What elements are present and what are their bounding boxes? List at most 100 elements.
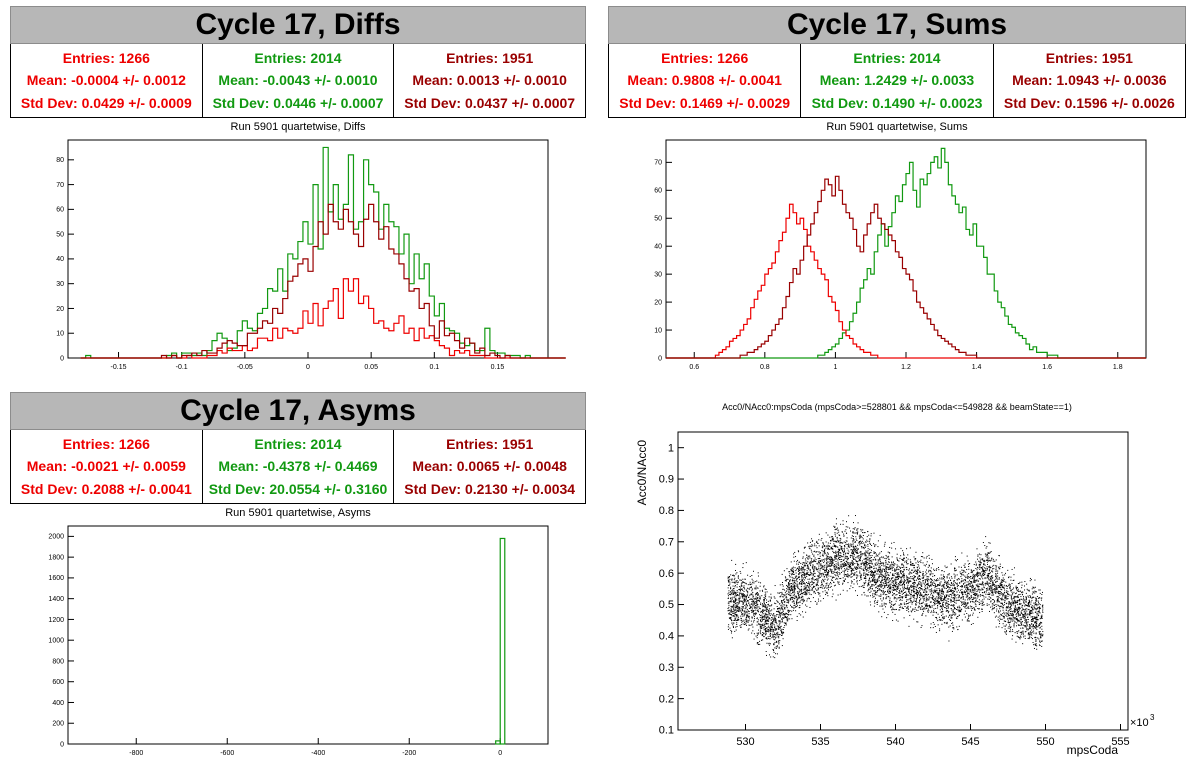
scatter-point	[925, 604, 927, 606]
scatter-point	[1015, 588, 1017, 590]
scatter-point	[980, 589, 982, 591]
scatter-point	[847, 553, 849, 555]
scatter-point	[941, 577, 943, 579]
scatter-point	[771, 622, 773, 624]
scatter-point	[1039, 607, 1041, 609]
scatter-point	[981, 558, 983, 560]
scatter-point	[836, 537, 838, 539]
scatter-point	[825, 541, 827, 543]
plot-frame	[67, 139, 549, 359]
scatter-point	[870, 549, 872, 551]
scatter-point	[848, 543, 850, 545]
scatter-point	[758, 600, 760, 602]
scatter-point	[899, 595, 901, 597]
scatter-point	[995, 615, 997, 617]
scatter-point	[737, 603, 739, 605]
scatter-point	[1007, 591, 1009, 593]
y-tick-label: 0.6	[659, 568, 674, 580]
scatter-point	[744, 623, 746, 625]
scatter-point	[772, 623, 774, 625]
scatter-point	[968, 607, 970, 609]
scatter-point	[884, 571, 886, 573]
scatter-point	[900, 580, 902, 582]
scatter-point	[852, 569, 854, 571]
scatter-point	[835, 540, 837, 542]
scatter-point	[770, 625, 772, 627]
scatter-point	[902, 597, 904, 599]
scatter-point	[899, 576, 901, 578]
scatter-point	[790, 586, 792, 588]
scatter-point	[843, 559, 845, 561]
scatter-point	[741, 619, 743, 621]
scatter-point	[1000, 585, 1002, 587]
scatter-point	[898, 575, 900, 577]
scatter-point	[800, 589, 802, 591]
scatter-point	[917, 573, 919, 575]
scatter-point	[962, 571, 964, 573]
scatter-point	[943, 585, 945, 587]
scatter-point	[991, 594, 993, 596]
scatter-point	[783, 594, 785, 596]
scatter-point	[865, 575, 867, 577]
scatter-point	[969, 576, 971, 578]
scatter-point	[846, 574, 848, 576]
scatter-point	[819, 563, 821, 565]
scatter-point	[853, 558, 855, 560]
scatter-point	[902, 586, 904, 588]
scatter-point	[916, 590, 918, 592]
scatter-point	[958, 566, 960, 568]
scatter-point	[888, 586, 890, 588]
scatter-point	[963, 613, 965, 615]
scatter-point	[736, 586, 738, 588]
scatter-point	[909, 573, 911, 575]
scatter-point	[941, 623, 943, 625]
scatter-point	[1020, 618, 1022, 620]
scatter-point	[946, 621, 948, 623]
scatter-point	[912, 608, 914, 610]
scatter-point	[730, 608, 732, 610]
scatter-point	[947, 584, 949, 586]
scatter-point	[875, 570, 877, 572]
scatter-point	[778, 637, 780, 639]
scatter-point	[734, 582, 736, 584]
scatter-point	[865, 569, 867, 571]
scatter-point	[860, 566, 862, 568]
scatter-point	[1041, 614, 1043, 616]
scatter-point	[1028, 589, 1030, 591]
scatter-point	[902, 571, 904, 573]
scatter-point	[963, 571, 965, 573]
scatter-point	[827, 534, 829, 536]
scatter-point	[914, 585, 916, 587]
scatter-point	[867, 568, 869, 570]
scatter-point	[921, 584, 923, 586]
scatter-point	[990, 586, 992, 588]
scatter-point	[910, 578, 912, 580]
scatter-point	[1004, 595, 1006, 597]
scatter-point	[981, 594, 983, 596]
scatter-point	[773, 638, 775, 640]
scatter-point	[933, 608, 935, 610]
scatter-point	[953, 584, 955, 586]
scatter-point	[884, 579, 886, 581]
scatter-point	[1002, 566, 1004, 568]
scatter-point	[926, 603, 928, 605]
scatter-point	[1035, 607, 1037, 609]
scatter-point	[1042, 608, 1044, 610]
scatter-point	[857, 522, 859, 524]
scatter-point	[855, 536, 857, 538]
scatter-point	[884, 565, 886, 567]
scatter-point	[1017, 619, 1019, 621]
scatter-point	[1037, 607, 1039, 609]
scatter-point	[958, 609, 960, 611]
scatter-point	[1014, 607, 1016, 609]
asyms-subtitle: Run 5901 quartetwise, Asyms	[225, 507, 371, 519]
scatter-point	[839, 558, 841, 560]
scatter-point	[922, 562, 924, 564]
scatter-point	[930, 607, 932, 609]
scatter-point	[895, 589, 897, 591]
scatter-point	[860, 575, 862, 577]
scatter-point	[805, 611, 807, 613]
scatter-point	[802, 598, 804, 600]
scatter-point	[897, 620, 899, 622]
scatter-point	[734, 600, 736, 602]
